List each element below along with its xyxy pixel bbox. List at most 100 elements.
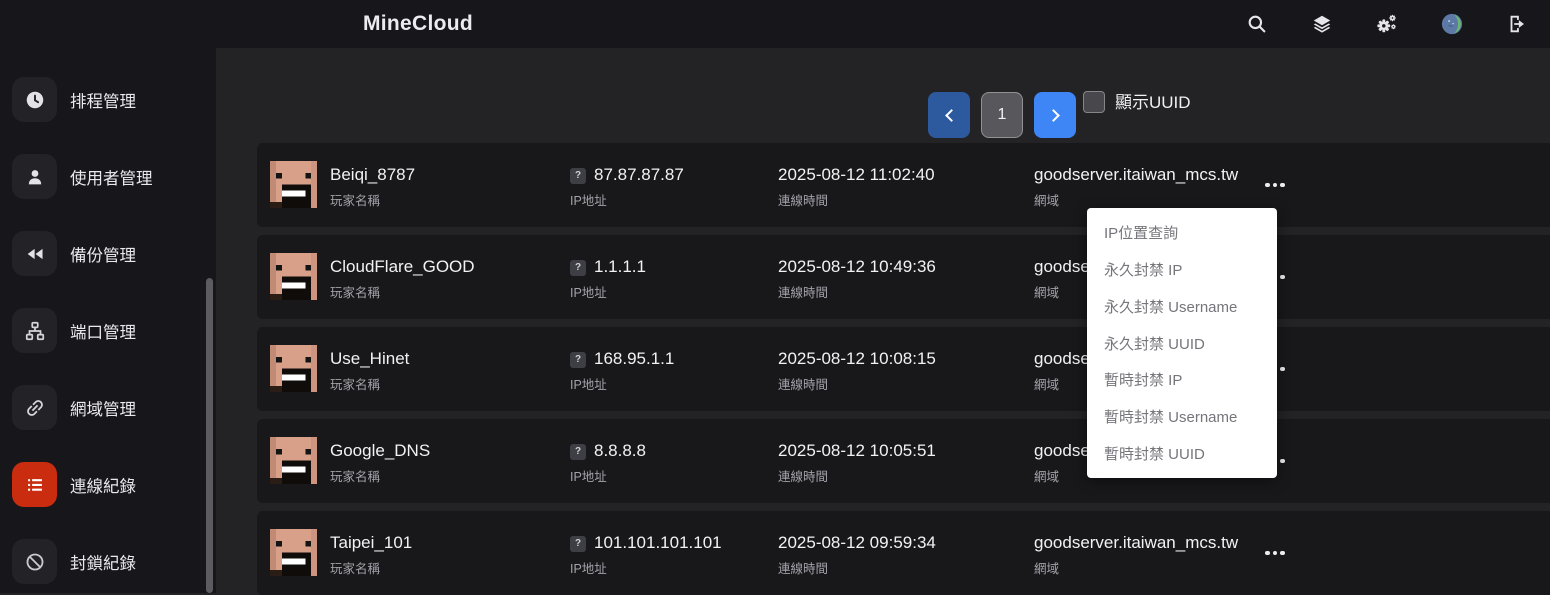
domain: goodserver.itaiwan_mcs.tw: [1034, 165, 1239, 184]
hub-icon: [12, 308, 57, 353]
prev-page-button[interactable]: [928, 92, 970, 138]
ban-icon: [12, 539, 57, 584]
connect-time: 2025-08-12 09:59:34: [778, 533, 936, 552]
table-row: Use_Hinet 玩家名稱 ? 168.95.1.1 IP地址 2025-08-…: [257, 327, 1550, 411]
sidebar-item-label: 端口管理: [70, 323, 136, 342]
sidebar-scrollbar[interactable]: [206, 278, 213, 593]
more-options-button[interactable]: [1265, 176, 1291, 194]
sidebar-item-connections[interactable]: 連線紀錄: [0, 462, 216, 507]
ip-flag-placeholder-icon: ?: [570, 536, 586, 552]
link-icon: [12, 385, 57, 430]
connect-time: 2025-08-12 10:08:15: [778, 349, 936, 368]
menu-item-ip-lookup[interactable]: IP位置查詢: [1104, 224, 1179, 242]
player-name: Taipei_101: [330, 533, 413, 552]
sidebar-item-label: 備份管理: [70, 246, 136, 265]
player-avatar: [270, 345, 317, 392]
ip-flag-placeholder-icon: ?: [570, 168, 586, 184]
topbar: MineCloud: [0, 0, 1550, 48]
next-page-button[interactable]: [1034, 92, 1076, 138]
menu-item-tempban-uuid[interactable]: 暫時封禁 UUID: [1104, 446, 1205, 464]
player-name: Google_DNS: [330, 441, 431, 460]
table-row: Taipei_101 玩家名稱 ? 101.101.101.101 IP地址 20…: [257, 511, 1550, 595]
sidebar-item-schedule[interactable]: 排程管理: [0, 77, 216, 122]
menu-item-permban-username[interactable]: 永久封禁 Username: [1104, 298, 1238, 316]
connect-time: 2025-08-12 10:49:36: [778, 257, 936, 276]
settings-gears-icon[interactable]: [1376, 13, 1398, 35]
domain-label: 網域: [1034, 194, 1060, 208]
ip-address: 101.101.101.101: [594, 533, 722, 552]
ip-label: IP地址: [570, 378, 607, 392]
domain-label: 網域: [1034, 378, 1060, 392]
player-name: CloudFlare_GOOD: [330, 257, 475, 276]
sidebar-item-backup[interactable]: 備份管理: [0, 231, 216, 276]
player-avatar: [270, 253, 317, 300]
show-uuid-label: 顯示UUID: [1115, 93, 1191, 112]
list-icon: [12, 462, 57, 507]
player-name-label: 玩家名稱: [330, 286, 381, 300]
player-name-label: 玩家名稱: [330, 470, 381, 484]
topbar-icons: [1246, 0, 1528, 48]
connect-time: 2025-08-12 11:02:40: [778, 165, 935, 184]
sidebar-item-domains[interactable]: 網域管理: [0, 385, 216, 430]
ip-label: IP地址: [570, 286, 607, 300]
ip-address: 168.95.1.1: [594, 349, 675, 368]
sidebar-item-label: 排程管理: [70, 92, 136, 111]
player-avatar: [270, 437, 317, 484]
rewind-icon: [12, 231, 57, 276]
sidebar-item-blocks[interactable]: 封鎖紀錄: [0, 539, 216, 584]
time-label: 連線時間: [778, 470, 829, 484]
table-row: Beiqi_8787 玩家名稱 ? 87.87.87.87 IP地址 2025-0…: [257, 143, 1550, 227]
ip-address: 1.1.1.1: [594, 257, 646, 276]
menu-item-permban-uuid[interactable]: 永久封禁 UUID: [1104, 335, 1205, 353]
time-label: 連線時間: [778, 378, 829, 392]
sidebar: 排程管理 使用者管理 備份管理: [0, 48, 216, 593]
table-row: CloudFlare_GOOD 玩家名稱 ? 1.1.1.1 IP地址 2025-…: [257, 235, 1550, 319]
user-avatar-planet[interactable]: [1441, 13, 1463, 35]
ip-flag-placeholder-icon: ?: [570, 352, 586, 368]
page-number-button[interactable]: 1: [981, 92, 1023, 138]
user-icon: [12, 154, 57, 199]
domain: goodserver.itaiwan_mcs.tw: [1034, 533, 1239, 552]
sidebar-item-label: 連線紀錄: [70, 477, 136, 496]
search-icon[interactable]: [1246, 13, 1268, 35]
ip-flag-placeholder-icon: ?: [570, 444, 586, 460]
chevron-left-icon: [944, 108, 958, 122]
domain-label: 網域: [1034, 286, 1060, 300]
domain-label: 網域: [1034, 562, 1060, 576]
menu-item-tempban-ip[interactable]: 暫時封禁 IP: [1104, 372, 1183, 390]
sidebar-item-users[interactable]: 使用者管理: [0, 154, 216, 199]
main-content: 1 顯示UUID Beiqi_8787 玩家名稱 ? 87.87.87.87 IP…: [216, 48, 1550, 595]
player-name-label: 玩家名稱: [330, 194, 381, 208]
time-label: 連線時間: [778, 562, 829, 576]
menu-item-tempban-username[interactable]: 暫時封禁 Username: [1104, 409, 1238, 427]
ip-address: 8.8.8.8: [594, 441, 646, 460]
row-context-menu: IP位置查詢 永久封禁 IP 永久封禁 Username 永久封禁 UUID 暫…: [1087, 208, 1277, 478]
chevron-right-icon: [1046, 108, 1060, 122]
sidebar-item-label: 網域管理: [70, 400, 136, 419]
ip-label: IP地址: [570, 562, 607, 576]
domain-label: 網域: [1034, 470, 1060, 484]
sidebar-item-label: 使用者管理: [70, 169, 153, 188]
more-options-button[interactable]: [1265, 544, 1291, 562]
logout-icon[interactable]: [1506, 13, 1528, 35]
sidebar-item-ports[interactable]: 端口管理: [0, 308, 216, 353]
ip-label: IP地址: [570, 194, 607, 208]
player-name-label: 玩家名稱: [330, 562, 381, 576]
ip-address: 87.87.87.87: [594, 165, 684, 184]
player-name: Beiqi_8787: [330, 165, 416, 184]
ip-flag-placeholder-icon: ?: [570, 260, 586, 276]
sidebar-item-label: 封鎖紀錄: [70, 554, 136, 573]
player-name: Use_Hinet: [330, 349, 410, 368]
clock-icon: [12, 77, 57, 122]
player-avatar: [270, 529, 317, 576]
connection-list: Beiqi_8787 玩家名稱 ? 87.87.87.87 IP地址 2025-0…: [257, 143, 1550, 595]
time-label: 連線時間: [778, 194, 829, 208]
show-uuid-checkbox[interactable]: [1083, 91, 1105, 113]
menu-item-permban-ip[interactable]: 永久封禁 IP: [1104, 261, 1183, 279]
player-name-label: 玩家名稱: [330, 378, 381, 392]
layers-icon[interactable]: [1311, 13, 1333, 35]
table-row: Google_DNS 玩家名稱 ? 8.8.8.8 IP地址 2025-08-12…: [257, 419, 1550, 503]
ip-label: IP地址: [570, 470, 607, 484]
time-label: 連線時間: [778, 286, 829, 300]
app-title: MineCloud: [363, 12, 474, 35]
